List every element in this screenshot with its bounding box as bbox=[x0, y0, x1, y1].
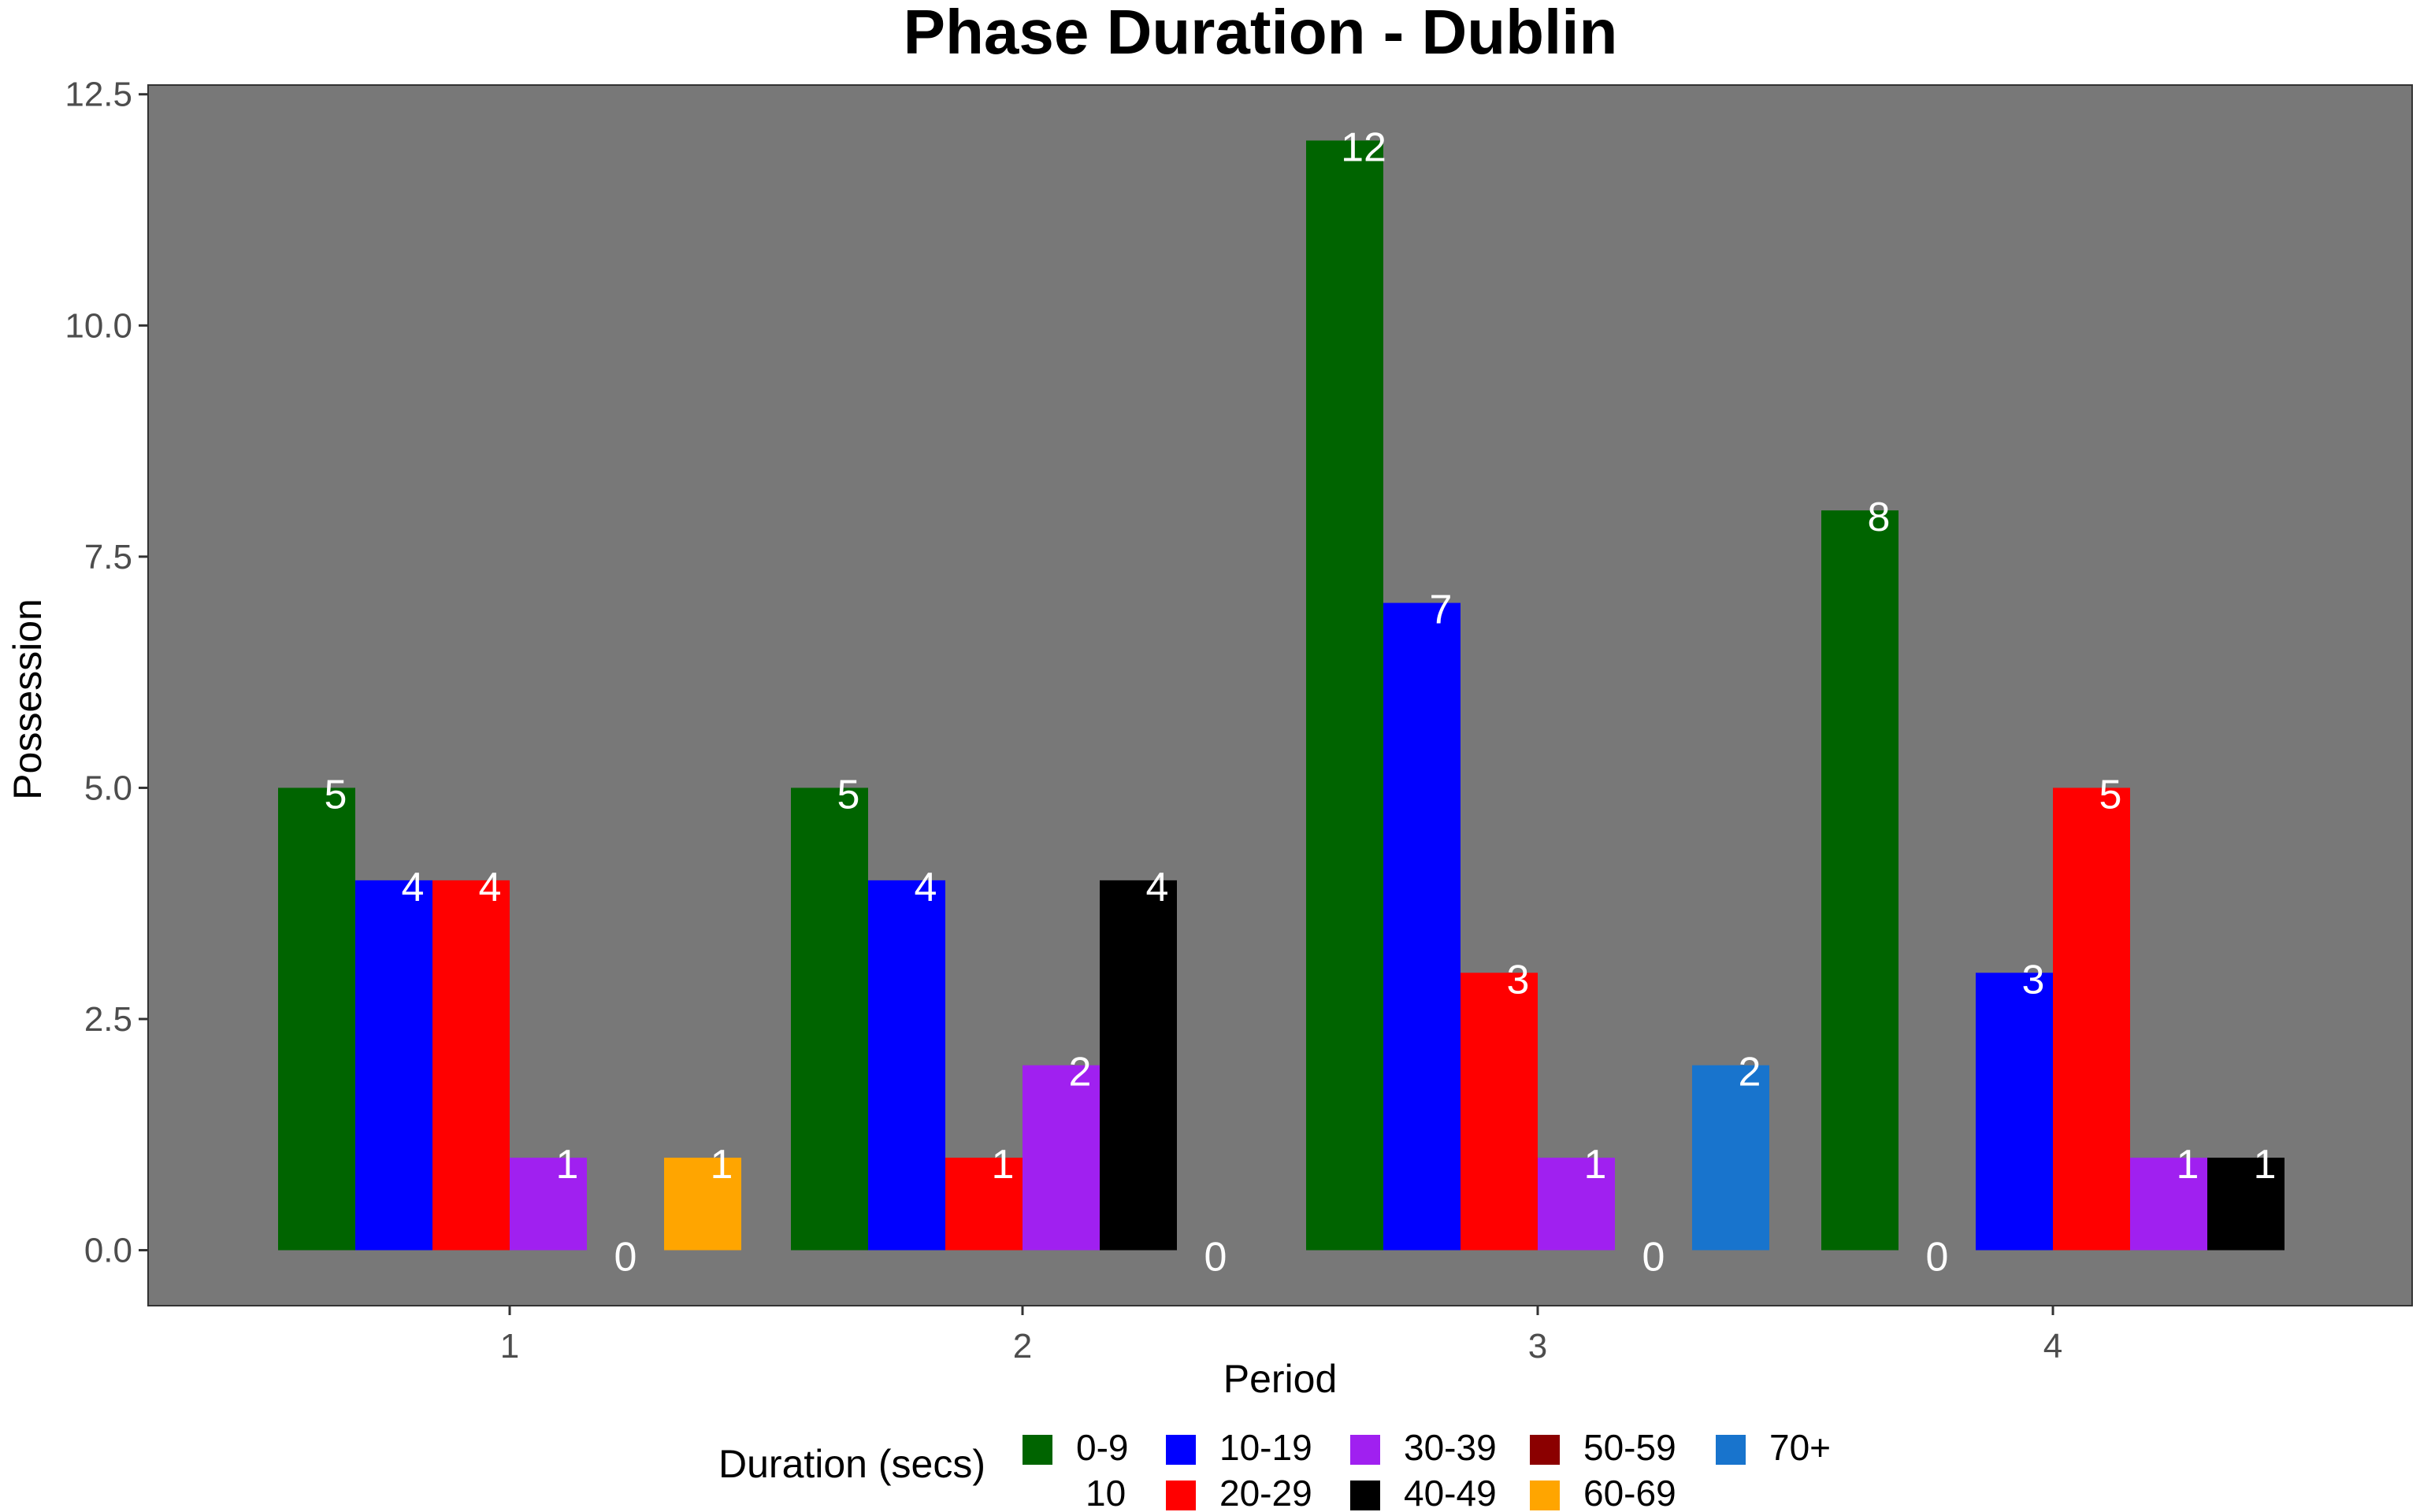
data-label: 0 bbox=[1926, 1235, 1949, 1280]
data-label: 3 bbox=[2022, 957, 2045, 1002]
x-tick-label: 4 bbox=[2043, 1327, 2062, 1366]
y-axis: 0.0 2.5 5.0 7.5 10.0 12.5 bbox=[65, 76, 148, 1270]
data-label: 1 bbox=[556, 1142, 579, 1188]
legend-label: 60-69 bbox=[1583, 1473, 1676, 1512]
bar bbox=[2130, 1158, 2207, 1251]
bars-group bbox=[278, 140, 2285, 1251]
bar bbox=[1023, 1065, 1100, 1251]
data-label: 5 bbox=[2099, 772, 2122, 817]
bar bbox=[1538, 1158, 1615, 1251]
legend-title: Duration (secs) bbox=[718, 1442, 985, 1486]
bar bbox=[1976, 973, 2053, 1251]
legend-key bbox=[1530, 1480, 1560, 1510]
bar bbox=[791, 788, 868, 1251]
data-label: 4 bbox=[402, 865, 425, 910]
data-label: 0 bbox=[614, 1235, 637, 1280]
bar bbox=[868, 880, 945, 1251]
y-tick-label: 7.5 bbox=[84, 538, 132, 576]
legend-label: 30-39 bbox=[1404, 1427, 1497, 1468]
x-axis: 1 2 3 4 bbox=[500, 1306, 2062, 1366]
legend-label: 40-49 bbox=[1404, 1473, 1497, 1512]
bar bbox=[432, 880, 510, 1251]
y-tick-label: 10.0 bbox=[65, 306, 132, 345]
legend-key bbox=[1350, 1435, 1380, 1465]
bar bbox=[278, 788, 355, 1251]
legend-label: 70+ bbox=[1769, 1427, 1831, 1468]
legend-key bbox=[1166, 1480, 1196, 1510]
legend-label: 0-9 bbox=[1076, 1427, 1128, 1468]
bar bbox=[510, 1158, 587, 1251]
data-label: 1 bbox=[2177, 1142, 2199, 1188]
y-axis-title: Possession bbox=[6, 598, 50, 800]
data-label: 5 bbox=[837, 772, 860, 817]
bar bbox=[945, 1158, 1023, 1251]
data-label: 0 bbox=[1204, 1235, 1227, 1280]
data-label: 7 bbox=[1430, 587, 1453, 633]
data-label: 3 bbox=[1507, 957, 1530, 1002]
x-axis-title: Period bbox=[1223, 1357, 1338, 1401]
y-tick-label: 2.5 bbox=[84, 1000, 132, 1039]
data-label: 0 bbox=[1642, 1235, 1665, 1280]
bar bbox=[1821, 510, 1899, 1251]
legend-items: 0-9 10 10-19 20-29 30-39 40-49 50-59 60-69 70+ bbox=[1023, 1427, 1831, 1512]
y-tick-label: 12.5 bbox=[65, 76, 132, 114]
legend-key bbox=[1023, 1435, 1052, 1465]
data-label: 4 bbox=[1146, 865, 1169, 910]
legend-label: 10-19 bbox=[1219, 1427, 1312, 1468]
legend-key bbox=[1350, 1480, 1380, 1510]
bar bbox=[664, 1158, 741, 1251]
bar bbox=[1383, 602, 1461, 1251]
bar bbox=[355, 880, 432, 1251]
data-label: 12 bbox=[1341, 124, 1386, 170]
x-tick-label: 2 bbox=[1013, 1327, 1032, 1366]
legend-key bbox=[1530, 1435, 1560, 1465]
bar bbox=[2207, 1158, 2285, 1251]
y-tick-label: 5.0 bbox=[84, 769, 132, 807]
legend-label: 50-59 bbox=[1583, 1427, 1676, 1468]
legend-key bbox=[1716, 1435, 1746, 1465]
data-label: 1 bbox=[711, 1142, 733, 1188]
x-tick-label: 1 bbox=[500, 1327, 519, 1366]
data-label: 5 bbox=[325, 772, 347, 817]
legend-label: 10 bbox=[1086, 1473, 1126, 1512]
data-label: 1 bbox=[2254, 1142, 2277, 1188]
legend-key bbox=[1166, 1435, 1196, 1465]
bar bbox=[1100, 880, 1177, 1251]
bar bbox=[1692, 1065, 1769, 1251]
x-tick-label: 3 bbox=[1528, 1327, 1547, 1366]
legend: Duration (secs) 0-9 10 10-19 20-29 30-39 40-4… bbox=[718, 1427, 1831, 1512]
bar bbox=[1461, 973, 1538, 1251]
data-label: 8 bbox=[1868, 495, 1891, 540]
data-label: 4 bbox=[479, 865, 502, 910]
bar bbox=[1306, 140, 1383, 1251]
bar bbox=[2053, 788, 2130, 1251]
data-label: 1 bbox=[1584, 1142, 1607, 1188]
y-tick-label: 0.0 bbox=[84, 1232, 132, 1270]
legend-label: 20-29 bbox=[1219, 1473, 1312, 1512]
data-label: 2 bbox=[1069, 1050, 1092, 1095]
data-label: 1 bbox=[992, 1142, 1015, 1188]
data-label: 4 bbox=[915, 865, 937, 910]
data-label: 2 bbox=[1739, 1050, 1761, 1095]
chart-title: Phase Duration - Dublin bbox=[904, 0, 1618, 67]
